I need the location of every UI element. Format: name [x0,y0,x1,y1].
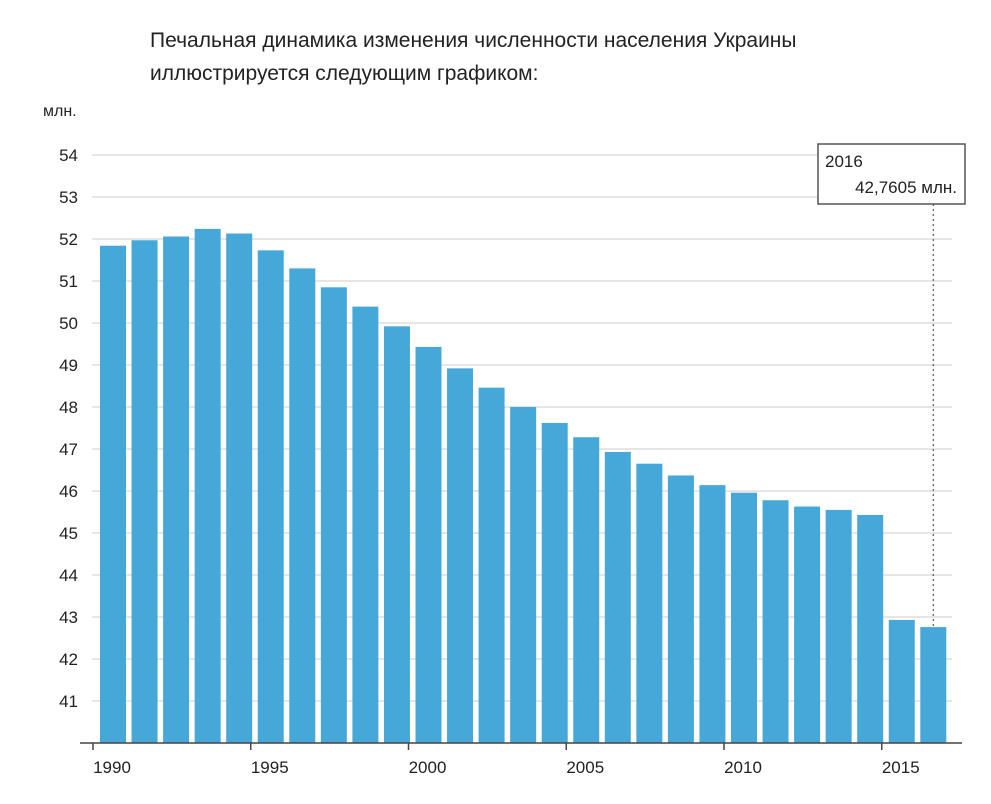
bar-1996 [289,268,316,743]
x-tick-labels: 1990 1995 2000 2005 2010 2015 [92,743,920,777]
annotation: 2016 42,7605 млн. [817,143,966,628]
bar-2011 [762,500,789,743]
bar-2005 [573,437,600,743]
bar-2013 [825,509,852,743]
y-tick-label: 46 [59,482,78,501]
title-line-1: Печальная динамика изменения численности… [150,29,797,52]
bar-2002 [478,387,505,743]
bar-2009 [699,485,726,743]
bar-2014 [857,514,884,743]
y-tick-label: 44 [59,566,78,585]
bar-2016 [920,627,947,743]
x-tick-label: 2000 [409,758,447,777]
bar-1999 [383,326,410,743]
bar-2007 [636,463,663,743]
y-tick-label: 50 [59,314,78,333]
bars [100,228,947,744]
y-tick-label: 47 [59,440,78,459]
x-tick-label: 1990 [93,758,131,777]
bar-2012 [794,506,821,743]
bar-1990 [100,245,126,743]
bar-1995 [257,250,284,743]
x-tick-label: 2010 [724,758,762,777]
bar-1992 [163,236,190,744]
annotation-box [817,143,966,205]
x-tick-label: 2015 [882,758,920,777]
x-tick-label: 2005 [566,758,604,777]
y-tick-label: 49 [59,356,78,375]
bar-2008 [667,475,694,743]
y-tick-label: 43 [59,608,78,627]
y-tick-label: 45 [59,524,78,543]
y-tick-label: 52 [59,230,78,249]
bar-1997 [320,287,347,743]
y-tick-label: 54 [59,146,78,165]
bar-1994 [226,233,253,744]
y-tick-labels: 41 42 43 44 45 46 47 48 49 50 51 52 53 54 [59,146,78,711]
chart-title: Печальная динамика изменения численности… [150,24,950,90]
bar-2004 [541,422,568,743]
bar-1993 [194,228,221,744]
annotation-value: 42,7605 млн. [855,178,957,197]
bar-2006 [604,451,631,743]
bar-2015 [888,619,915,743]
bar-2001 [447,368,474,743]
y-tick-label: 42 [59,650,78,669]
x-tick-label: 1995 [251,758,289,777]
y-tick-label: 51 [59,272,78,291]
bar-2003 [510,407,537,743]
annotation-year: 2016 [825,152,863,171]
bar-1998 [352,306,379,743]
y-tick-label: 48 [59,398,78,417]
bar-2000 [415,346,442,743]
title-line-2: иллюстрируется следующим графиком: [150,62,539,85]
y-tick-label: 53 [59,188,78,207]
bar-1991 [131,240,158,743]
y-tick-label: 41 [59,692,78,711]
bar-2010 [731,492,757,743]
y-axis-unit-label: млн. [43,103,77,120]
